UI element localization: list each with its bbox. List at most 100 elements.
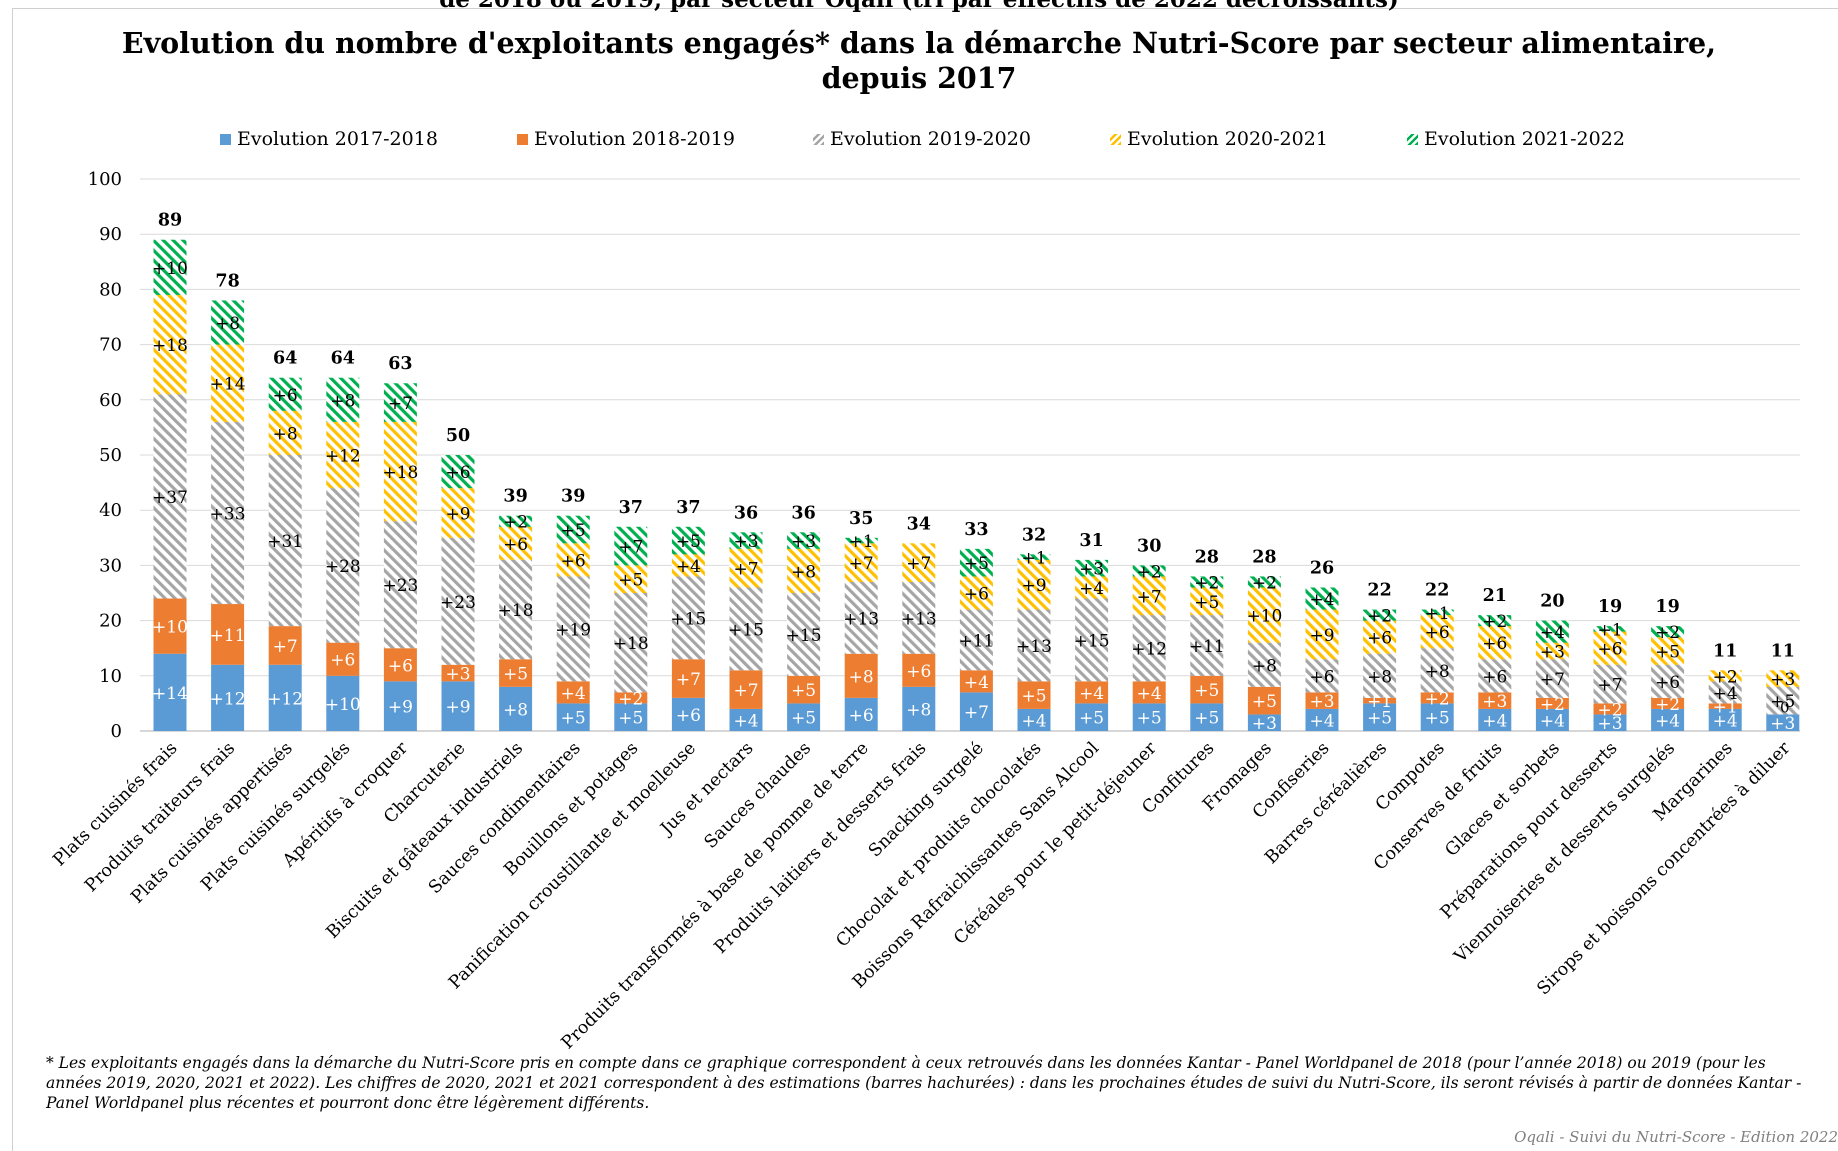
chart-title: Evolution du nombre d'exploitants engagé… bbox=[0, 26, 1838, 96]
bar-segment bbox=[211, 604, 245, 665]
bar-segment bbox=[844, 653, 878, 698]
bar-value-label: +7 bbox=[1597, 676, 1622, 696]
bar-segment bbox=[614, 692, 648, 704]
bar-segment bbox=[556, 515, 590, 544]
bar-segment bbox=[1132, 615, 1166, 682]
bar-segment bbox=[1247, 642, 1281, 687]
bar-total-label: 22 bbox=[1367, 581, 1391, 601]
bar-segment bbox=[268, 455, 302, 627]
bar-segment bbox=[1478, 615, 1512, 627]
bar-segment bbox=[1132, 681, 1166, 704]
bar-segment bbox=[326, 642, 360, 676]
bar-segment bbox=[1593, 714, 1627, 731]
bar-segment bbox=[1305, 692, 1339, 709]
bar-value-label: +5 bbox=[1194, 709, 1219, 729]
bar-value-label: +28 bbox=[325, 557, 361, 577]
bar-value-label: +4 bbox=[676, 557, 701, 577]
bar-segment bbox=[902, 581, 936, 654]
bar-total-label: 36 bbox=[791, 503, 815, 523]
bar-value-label: +5 bbox=[1021, 687, 1046, 707]
bar-segment bbox=[671, 554, 705, 577]
bar-value-label: +1 bbox=[1713, 698, 1738, 718]
bar-value-label: +4 bbox=[1540, 623, 1565, 643]
bar-value-label: +5 bbox=[676, 532, 701, 552]
bar-value-label: +1 bbox=[1597, 620, 1622, 640]
source-credit: Oqali - Suivi du Nutri-Score - Edition 2… bbox=[1514, 1128, 1838, 1146]
bar-segment bbox=[1420, 648, 1454, 693]
bar-segment bbox=[441, 488, 475, 538]
bar-value-label: +1 bbox=[1021, 549, 1046, 569]
bar-value-label: +6 bbox=[1309, 667, 1334, 687]
bar-segment bbox=[1766, 670, 1800, 687]
bar-segment bbox=[1708, 708, 1742, 731]
bar-segment bbox=[787, 593, 821, 676]
bar-segment bbox=[499, 515, 533, 527]
bar-segment bbox=[902, 543, 936, 582]
bar-value-label: +5 bbox=[791, 681, 816, 701]
bar-value-label: +5 bbox=[561, 709, 586, 729]
bar-value-label: +15 bbox=[1074, 631, 1110, 651]
bar-value-label: +5 bbox=[1655, 642, 1680, 662]
bar-segment bbox=[787, 548, 821, 593]
bar-value-label: +11 bbox=[210, 626, 246, 646]
bar-value-label: +6 bbox=[1655, 673, 1680, 693]
legend-item: Evolution 2019-2020 bbox=[813, 128, 1031, 150]
bar-value-label: +1 bbox=[1367, 692, 1392, 712]
chart-title-line-2: depuis 2017 bbox=[821, 61, 1017, 95]
chart-title-line-1: Evolution du nombre d'exploitants engagé… bbox=[121, 26, 1717, 60]
chart-legend: Evolution 2017-2018 Evolution 2018-2019 Ev… bbox=[0, 128, 1838, 158]
bar-segment bbox=[211, 344, 245, 422]
bar-segment bbox=[959, 609, 993, 671]
bar-value-label: +4 bbox=[1079, 684, 1104, 704]
bar-value-label: +3 bbox=[445, 665, 470, 685]
bar-value-label: +5 bbox=[1079, 709, 1104, 729]
bar-value-label: +2 bbox=[1713, 667, 1738, 687]
bar-total-label: 19 bbox=[1598, 597, 1622, 617]
legend-item: Evolution 2020-2021 bbox=[1110, 128, 1328, 150]
bar-value-label: +4 bbox=[1713, 684, 1738, 704]
bar-total-label: 39 bbox=[503, 487, 527, 507]
legend-label: Evolution 2018-2019 bbox=[534, 128, 735, 150]
bar-total-label: 11 bbox=[1713, 641, 1737, 661]
y-tick-label: 30 bbox=[99, 555, 122, 576]
bar-total-label: 32 bbox=[1022, 525, 1046, 545]
bar-segment bbox=[614, 565, 648, 593]
bar-value-label: +5 bbox=[561, 521, 586, 541]
bar-segment bbox=[844, 543, 878, 582]
bar-segment bbox=[1535, 697, 1569, 709]
bar-value-label: +3 bbox=[1597, 714, 1622, 734]
bar-segment bbox=[1247, 576, 1281, 588]
bar-segment bbox=[844, 581, 878, 654]
bar-value-label: +4 bbox=[561, 684, 586, 704]
bar-value-label: +6 bbox=[1482, 634, 1507, 654]
bar-value-label: +6 bbox=[1597, 640, 1622, 660]
bar-value-label: +6 bbox=[273, 386, 298, 406]
bar-segment bbox=[211, 421, 245, 605]
bar-value-label: +11 bbox=[958, 631, 994, 651]
bar-segment bbox=[787, 703, 821, 731]
bar-value-label: +6 bbox=[1482, 667, 1507, 687]
footnote: * Les exploitants engagés dans la démarc… bbox=[46, 1054, 1802, 1112]
bar-value-label: +4 bbox=[1540, 711, 1565, 731]
bar-segment bbox=[1651, 664, 1685, 698]
bar-segment bbox=[729, 548, 763, 588]
bar-value-label: +8 bbox=[1425, 662, 1450, 682]
bar-segment bbox=[1535, 659, 1569, 698]
x-category-label: Céréales pour le petit-déjeuner bbox=[950, 738, 1161, 949]
bar-segment bbox=[441, 681, 475, 731]
legend-swatch bbox=[1110, 133, 1121, 145]
bar-value-label: +5 bbox=[618, 709, 643, 729]
bar-value-label: +31 bbox=[267, 532, 303, 552]
bar-segment bbox=[729, 670, 763, 709]
legend-swatch bbox=[517, 133, 528, 145]
bar-total-label: 50 bbox=[446, 426, 470, 446]
bar-segment bbox=[1363, 609, 1397, 621]
bar-segment bbox=[1363, 620, 1397, 654]
bar-segment bbox=[499, 659, 533, 687]
bar-value-label: +9 bbox=[445, 504, 470, 524]
bar-segment bbox=[1766, 686, 1800, 715]
bar-total-label: 89 bbox=[158, 211, 182, 231]
legend-swatch bbox=[1407, 133, 1418, 145]
bar-value-label: +7 bbox=[964, 703, 989, 723]
